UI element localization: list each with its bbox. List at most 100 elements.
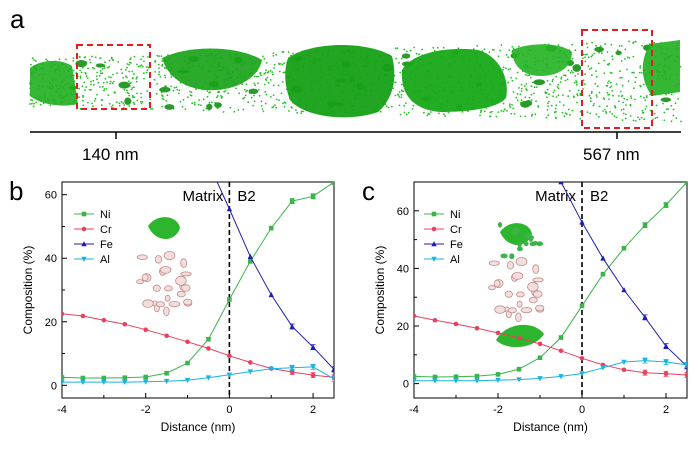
atom-dot — [129, 58, 131, 61]
data-point-cr — [310, 372, 316, 378]
atom-dot — [612, 94, 614, 97]
data-point-cr — [143, 327, 148, 333]
data-point-fe — [331, 366, 334, 372]
data-point-ni — [537, 355, 543, 360]
atom-dot — [559, 81, 562, 84]
atom-dot — [72, 60, 75, 62]
legend-label-al: Al — [100, 254, 110, 266]
atom-dot — [632, 55, 635, 58]
data-point-ni — [621, 245, 627, 251]
atom-dot — [80, 71, 83, 74]
inset-cluster — [493, 279, 501, 288]
inset-cluster — [136, 254, 148, 260]
atom-dot — [130, 81, 132, 84]
atom-dot — [243, 96, 246, 99]
atom-dot — [112, 80, 115, 83]
atom-dot — [158, 55, 161, 57]
inset-cluster — [155, 301, 165, 308]
atom-dot — [560, 78, 563, 80]
data-point-ni — [495, 372, 501, 377]
precipitate-4 — [401, 48, 507, 112]
atom-dot — [582, 57, 584, 60]
atom-dot — [96, 78, 98, 81]
atom-dot — [273, 67, 275, 69]
atom-dot — [267, 70, 270, 73]
inset-cluster — [494, 305, 506, 314]
atom-dot — [103, 89, 105, 92]
atom-dot — [283, 101, 286, 104]
atom-dot — [170, 85, 173, 88]
atom-dot — [87, 67, 89, 70]
legend-label-al: Al — [450, 254, 460, 266]
atom-dot — [632, 42, 634, 44]
atom-dot — [91, 67, 94, 69]
atom-dot — [639, 66, 642, 69]
data-point-fe — [579, 219, 585, 225]
inset-cluster — [141, 273, 149, 282]
atom-dot — [156, 54, 159, 57]
atom-dot — [229, 106, 232, 109]
roi-box-right — [581, 29, 653, 129]
atom-dot — [483, 48, 486, 51]
atom-dot — [579, 92, 582, 95]
atom-dot — [519, 115, 522, 118]
inset-cluster — [506, 261, 514, 270]
atom-dot — [128, 105, 131, 107]
atom-dot — [604, 43, 606, 46]
atom-dot — [663, 119, 666, 122]
atom-dot — [615, 83, 618, 85]
atom-dot — [595, 75, 598, 78]
atom-dot — [613, 115, 616, 118]
atom-dot — [105, 88, 108, 90]
atom-dot — [555, 75, 557, 78]
data-point-cr — [206, 346, 211, 351]
series-line-al — [414, 360, 687, 382]
atom-dot — [511, 79, 514, 82]
atom-dot — [35, 101, 37, 104]
atom-dot — [634, 81, 637, 84]
atom-dot — [127, 92, 130, 95]
atom-dot — [263, 57, 266, 60]
atom-dot — [241, 83, 244, 86]
legend-label-ni: Ni — [100, 209, 110, 221]
atom-dot — [137, 65, 140, 68]
small-precipitate — [660, 97, 672, 103]
atom-dot — [227, 92, 230, 95]
atom-dot — [567, 108, 570, 111]
atom-dot — [644, 99, 647, 101]
atom-dot — [611, 113, 614, 115]
atom-dot — [489, 115, 492, 118]
atom-dot — [508, 49, 511, 51]
atom-dot — [510, 76, 513, 79]
atom-dot — [663, 111, 666, 114]
atom-dot — [30, 98, 32, 101]
atom-dot — [139, 65, 142, 67]
atom-dot — [589, 100, 592, 103]
atom-dot — [589, 68, 591, 70]
atom-dot — [546, 79, 549, 82]
inset-cluster — [159, 266, 172, 274]
atom-dot — [172, 89, 175, 92]
small-precipitate — [248, 88, 259, 95]
data-point-al — [600, 365, 606, 371]
atom-dot — [675, 117, 678, 120]
atom-dot — [177, 92, 180, 95]
inset-cluster — [488, 285, 496, 291]
atom-dot — [575, 81, 578, 84]
data-point-ni — [248, 259, 253, 264]
atom-dot — [491, 110, 493, 113]
data-point-fe — [226, 206, 233, 212]
series-line-cr — [414, 315, 687, 376]
atom-dot — [654, 117, 657, 120]
atom-dot — [403, 104, 406, 107]
atom-dot — [549, 83, 551, 86]
atom-dot — [524, 115, 527, 118]
data-point-ni — [414, 374, 417, 379]
atom-dot — [577, 89, 580, 92]
atom-dot — [82, 99, 84, 102]
y-tick-label: 40 — [45, 253, 57, 265]
small-precipitate — [124, 97, 132, 105]
atom-dot — [102, 81, 105, 84]
atom-dot — [567, 95, 570, 98]
data-point-al — [142, 379, 149, 385]
